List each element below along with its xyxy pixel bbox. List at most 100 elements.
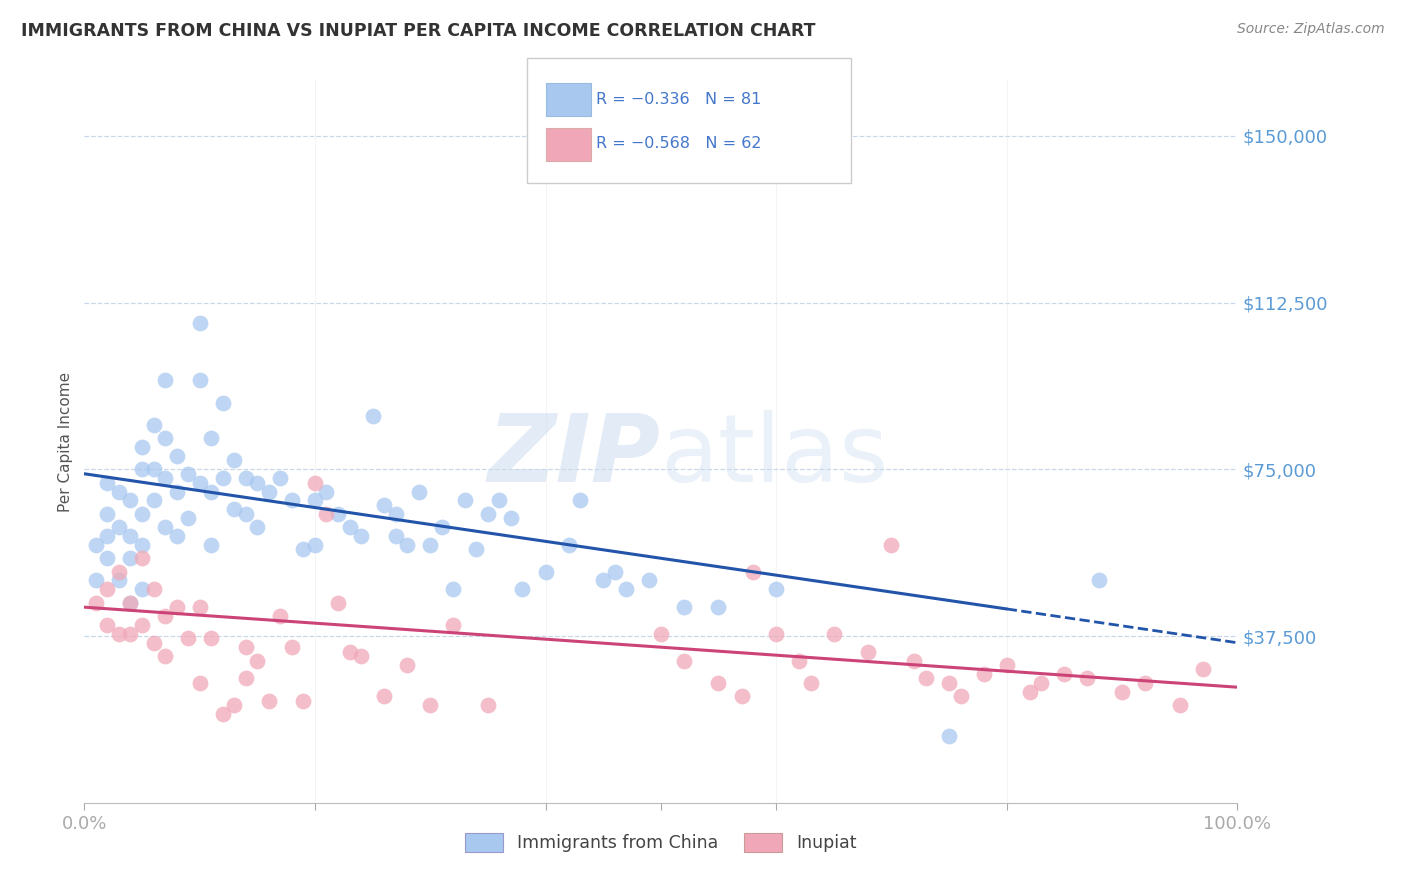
Point — [1076, 671, 1098, 685]
Point — [257, 484, 280, 499]
Point — [603, 565, 626, 579]
Point — [823, 627, 845, 641]
Point — [350, 649, 373, 664]
Point — [592, 574, 614, 588]
Point — [569, 493, 592, 508]
Point — [246, 653, 269, 667]
Point — [108, 627, 131, 641]
Point — [84, 596, 107, 610]
Y-axis label: Per Capita Income: Per Capita Income — [58, 371, 73, 512]
Point — [477, 698, 499, 712]
Point — [304, 493, 326, 508]
Point — [142, 582, 165, 597]
Point — [200, 484, 222, 499]
Point — [120, 529, 142, 543]
Point — [235, 471, 257, 485]
Point — [200, 431, 222, 445]
Point — [131, 462, 153, 476]
Point — [800, 675, 823, 690]
Point — [384, 507, 406, 521]
Point — [166, 600, 188, 615]
Point — [177, 511, 200, 525]
Point — [235, 507, 257, 521]
Point — [153, 649, 176, 664]
Point — [153, 609, 176, 624]
Point — [257, 693, 280, 707]
Point — [1018, 684, 1040, 698]
Point — [384, 529, 406, 543]
Point — [614, 582, 637, 597]
Point — [304, 475, 326, 490]
Point — [315, 484, 337, 499]
Text: R = −0.336   N = 81: R = −0.336 N = 81 — [596, 92, 762, 106]
Point — [96, 529, 118, 543]
Point — [292, 693, 315, 707]
Point — [120, 627, 142, 641]
Text: IMMIGRANTS FROM CHINA VS INUPIAT PER CAPITA INCOME CORRELATION CHART: IMMIGRANTS FROM CHINA VS INUPIAT PER CAP… — [21, 22, 815, 40]
Point — [131, 440, 153, 454]
Point — [396, 538, 419, 552]
Text: ZIP: ZIP — [488, 410, 661, 502]
Point — [96, 551, 118, 566]
Point — [269, 471, 291, 485]
Point — [315, 507, 337, 521]
Point — [108, 520, 131, 534]
Point — [973, 666, 995, 681]
Point — [84, 574, 107, 588]
Point — [269, 609, 291, 624]
Point — [742, 565, 765, 579]
Point — [339, 645, 361, 659]
Point — [534, 565, 557, 579]
Point — [281, 640, 304, 655]
Point — [915, 671, 938, 685]
Point — [235, 671, 257, 685]
Point — [224, 453, 246, 467]
Point — [557, 538, 579, 552]
Point — [188, 600, 211, 615]
Point — [131, 551, 153, 566]
Point — [339, 520, 361, 534]
Point — [211, 706, 233, 721]
Point — [120, 596, 142, 610]
Point — [131, 507, 153, 521]
Point — [108, 484, 131, 499]
Point — [638, 574, 661, 588]
Point — [211, 395, 233, 409]
Point — [96, 618, 118, 632]
Point — [373, 498, 395, 512]
Point — [326, 507, 349, 521]
Point — [765, 627, 787, 641]
Point — [880, 538, 903, 552]
Point — [477, 507, 499, 521]
Point — [903, 653, 925, 667]
Point — [465, 542, 488, 557]
Point — [419, 698, 441, 712]
Point — [153, 431, 176, 445]
Point — [153, 520, 176, 534]
Point — [858, 645, 880, 659]
Point — [441, 618, 464, 632]
Point — [153, 471, 176, 485]
Point — [430, 520, 453, 534]
Point — [200, 632, 222, 646]
Point — [166, 484, 188, 499]
Legend: Immigrants from China, Inupiat: Immigrants from China, Inupiat — [458, 826, 863, 859]
Point — [200, 538, 222, 552]
Point — [188, 373, 211, 387]
Point — [292, 542, 315, 557]
Point — [131, 538, 153, 552]
Point — [350, 529, 373, 543]
Point — [454, 493, 477, 508]
Point — [224, 698, 246, 712]
Point — [707, 675, 730, 690]
Point — [1133, 675, 1156, 690]
Point — [246, 520, 269, 534]
Point — [396, 657, 419, 672]
Point — [142, 462, 165, 476]
Point — [131, 618, 153, 632]
Point — [672, 653, 695, 667]
Point — [246, 475, 269, 490]
Point — [938, 675, 960, 690]
Point — [177, 467, 200, 481]
Point — [1168, 698, 1191, 712]
